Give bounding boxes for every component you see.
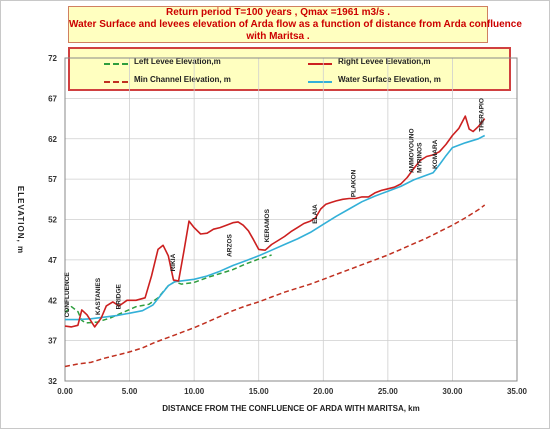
- chart-title-line-2: Water Surface and levees elevation of Ar…: [69, 19, 522, 30]
- y-tick-label: 72: [48, 54, 57, 63]
- plot-area-border: [64, 57, 518, 382]
- x-tick-label: 5.00: [122, 387, 138, 396]
- legend-label-right-levee: Right Levee Elevation,m: [338, 57, 431, 66]
- y-tick-label: 62: [48, 135, 57, 144]
- annotation-label: BRIDGE: [116, 283, 123, 309]
- y-tick-label: 67: [48, 94, 57, 103]
- y-tick-label: 37: [48, 337, 57, 346]
- y-tick-label: 47: [48, 256, 57, 265]
- legend-swatch-left-levee: [104, 63, 128, 65]
- chart-title-line-1: Return period T=100 years , Qmax =1961 m…: [165, 7, 390, 18]
- chart-annotations: CONFLUENCE KASTANIES BRIDGE RIKIA ARZOS KERAM…: [64, 98, 485, 318]
- legend-label-water-surface: Water Surface Elevation, m: [338, 75, 441, 84]
- annotation-label: RIKIA: [170, 253, 177, 271]
- annotation-label: MYRINOS: [416, 142, 423, 173]
- annotation-label: PLAKON: [351, 169, 358, 197]
- chart-title-line-3: with Maritsa .: [246, 31, 310, 42]
- chart-grid: [64, 57, 518, 382]
- x-tick-label: 35.00: [507, 387, 528, 396]
- legend-label-left-levee: Left Levee Elevation,m: [134, 57, 221, 66]
- chart-title-box: Return period T=100 years , Qmax =1961 m…: [68, 6, 522, 43]
- y-tick-label: 32: [48, 377, 57, 386]
- series-line-right-levee-elevation-m: [64, 115, 486, 328]
- annotation-label: KERAMOS: [264, 208, 271, 242]
- legend-swatch-water-surface: [308, 81, 332, 83]
- x-tick-label: 25.00: [378, 387, 399, 396]
- annotation-label: CONFLUENCE: [64, 272, 71, 318]
- legend-swatch-min-channel: [104, 81, 128, 83]
- x-tick-label: 15.00: [249, 387, 270, 396]
- chart-legend: Left Levee Elevation,m Right Levee Eleva…: [68, 47, 511, 91]
- y-axis-ticks: 32 37 42 47 52 57 62 67 72: [48, 54, 57, 386]
- annotation-label: THERAPIO: [478, 98, 485, 132]
- y-tick-label: 42: [48, 296, 57, 305]
- series-line-water-surface-elevation-m: [65, 134, 486, 321]
- x-axis-ticks: 0.00 5.00 10.00 15.00 20.00 25.00 30.00 35.00: [57, 387, 527, 396]
- annotation-label: ELAIA: [312, 204, 319, 224]
- x-tick-label: 0.00: [57, 387, 73, 396]
- x-tick-label: 10.00: [184, 387, 205, 396]
- y-tick-label: 57: [48, 175, 57, 184]
- chart-series: [64, 115, 486, 368]
- annotation-label: KASTANIES: [95, 277, 102, 315]
- annotation-label: KOMARA: [432, 139, 439, 169]
- x-axis-label: DISTANCE FROM THE CONFLUENCE OF ARDA WIT…: [162, 404, 419, 413]
- legend-swatch-right-levee: [308, 63, 332, 65]
- annotation-label: AMMOVOUNO: [409, 128, 416, 172]
- x-tick-label: 30.00: [442, 387, 463, 396]
- y-axis-label: ELEVATION, m: [16, 186, 25, 254]
- series-line-min-channel-elevation-m: [64, 204, 486, 368]
- annotation-label: ARZOS: [227, 233, 234, 256]
- legend-label-min-channel: Min Channel Elevation, m: [134, 75, 231, 84]
- x-tick-label: 20.00: [313, 387, 334, 396]
- y-tick-label: 52: [48, 216, 57, 225]
